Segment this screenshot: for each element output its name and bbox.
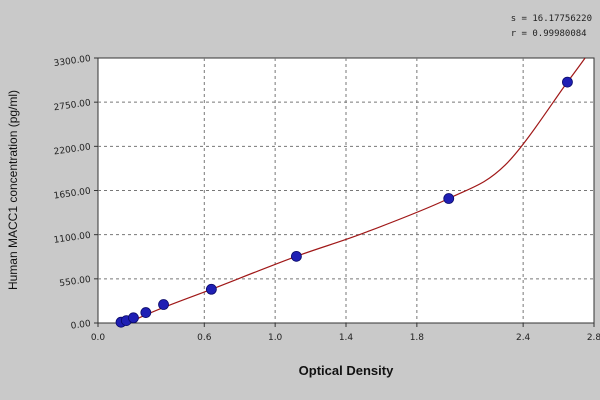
fit-curve-group	[126, 58, 586, 323]
data-points	[115, 76, 573, 328]
data-point	[140, 307, 152, 318]
data-point	[562, 76, 573, 88]
x-tick-label: 2.8	[587, 333, 600, 343]
x-tick-label: 1.0	[268, 333, 283, 343]
fit-curve	[126, 58, 586, 323]
x-tick-label: 1.4	[339, 333, 354, 343]
data-point	[205, 283, 217, 295]
x-axis-ticks: 0.0 0.6 1.0 1.4 1.8 2.4 2.8	[91, 323, 600, 343]
y-tick-label: 550.00	[59, 275, 92, 289]
data-point	[443, 193, 455, 204]
y-tick-label: 0.00	[70, 319, 92, 332]
x-tick-label: 0.6	[197, 333, 212, 343]
data-point	[290, 250, 302, 262]
x-tick-label: 1.8	[410, 333, 425, 343]
stat-r: r = 0.99980084	[510, 29, 587, 39]
stat-s: s = 16.17756220	[510, 14, 592, 24]
data-point	[158, 299, 169, 310]
x-tick-label: 2.4	[516, 333, 531, 343]
fit-statistics: s = 16.17756220 r = 0.99980084	[511, 12, 592, 42]
data-point	[128, 312, 139, 324]
x-tick-label: 0.0	[91, 333, 106, 343]
y-axis-label: Human MACC1 concentration (pg/ml)	[6, 90, 20, 290]
x-axis-label: Optical Density	[299, 363, 394, 378]
gridlines	[98, 58, 594, 323]
